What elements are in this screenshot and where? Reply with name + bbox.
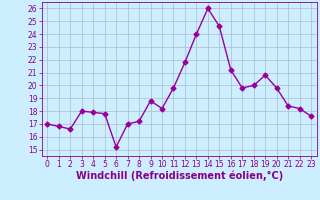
X-axis label: Windchill (Refroidissement éolien,°C): Windchill (Refroidissement éolien,°C) bbox=[76, 171, 283, 181]
